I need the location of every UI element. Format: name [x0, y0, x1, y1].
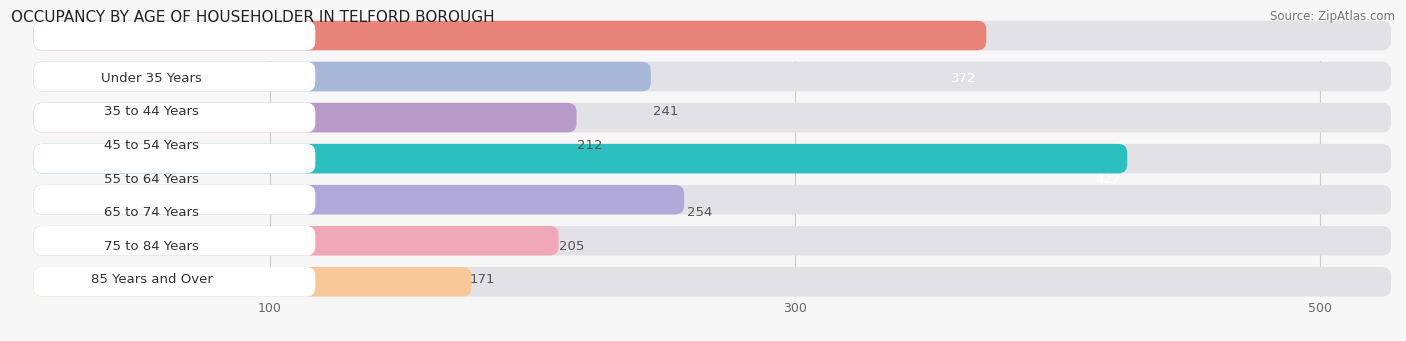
FancyBboxPatch shape	[34, 62, 1391, 91]
Text: 254: 254	[688, 206, 713, 219]
FancyBboxPatch shape	[34, 185, 685, 214]
Text: 241: 241	[654, 105, 679, 118]
Text: 205: 205	[558, 240, 583, 253]
FancyBboxPatch shape	[34, 21, 315, 50]
FancyBboxPatch shape	[34, 144, 1391, 174]
FancyBboxPatch shape	[34, 144, 1128, 174]
Text: 45 to 54 Years: 45 to 54 Years	[104, 139, 198, 152]
Text: OCCUPANCY BY AGE OF HOUSEHOLDER IN TELFORD BOROUGH: OCCUPANCY BY AGE OF HOUSEHOLDER IN TELFO…	[11, 10, 495, 25]
FancyBboxPatch shape	[34, 62, 651, 91]
FancyBboxPatch shape	[34, 267, 1391, 297]
Text: 372: 372	[950, 72, 976, 85]
FancyBboxPatch shape	[34, 103, 576, 132]
Text: 85 Years and Over: 85 Years and Over	[90, 273, 212, 286]
FancyBboxPatch shape	[34, 185, 1391, 214]
FancyBboxPatch shape	[34, 21, 987, 50]
FancyBboxPatch shape	[34, 144, 315, 174]
Text: 427: 427	[1095, 173, 1121, 186]
FancyBboxPatch shape	[34, 226, 558, 255]
Text: Source: ZipAtlas.com: Source: ZipAtlas.com	[1270, 10, 1395, 23]
FancyBboxPatch shape	[34, 267, 471, 297]
FancyBboxPatch shape	[34, 185, 315, 214]
Text: 212: 212	[576, 139, 602, 152]
Text: 171: 171	[470, 273, 495, 286]
Text: 75 to 84 Years: 75 to 84 Years	[104, 240, 198, 253]
FancyBboxPatch shape	[34, 267, 315, 297]
FancyBboxPatch shape	[34, 62, 315, 91]
Text: Under 35 Years: Under 35 Years	[101, 72, 202, 85]
Text: 65 to 74 Years: 65 to 74 Years	[104, 206, 198, 219]
FancyBboxPatch shape	[34, 21, 1391, 50]
FancyBboxPatch shape	[34, 103, 1391, 132]
FancyBboxPatch shape	[34, 226, 1391, 255]
FancyBboxPatch shape	[34, 103, 315, 132]
Text: 35 to 44 Years: 35 to 44 Years	[104, 105, 198, 118]
Text: 55 to 64 Years: 55 to 64 Years	[104, 173, 198, 186]
FancyBboxPatch shape	[34, 226, 315, 255]
